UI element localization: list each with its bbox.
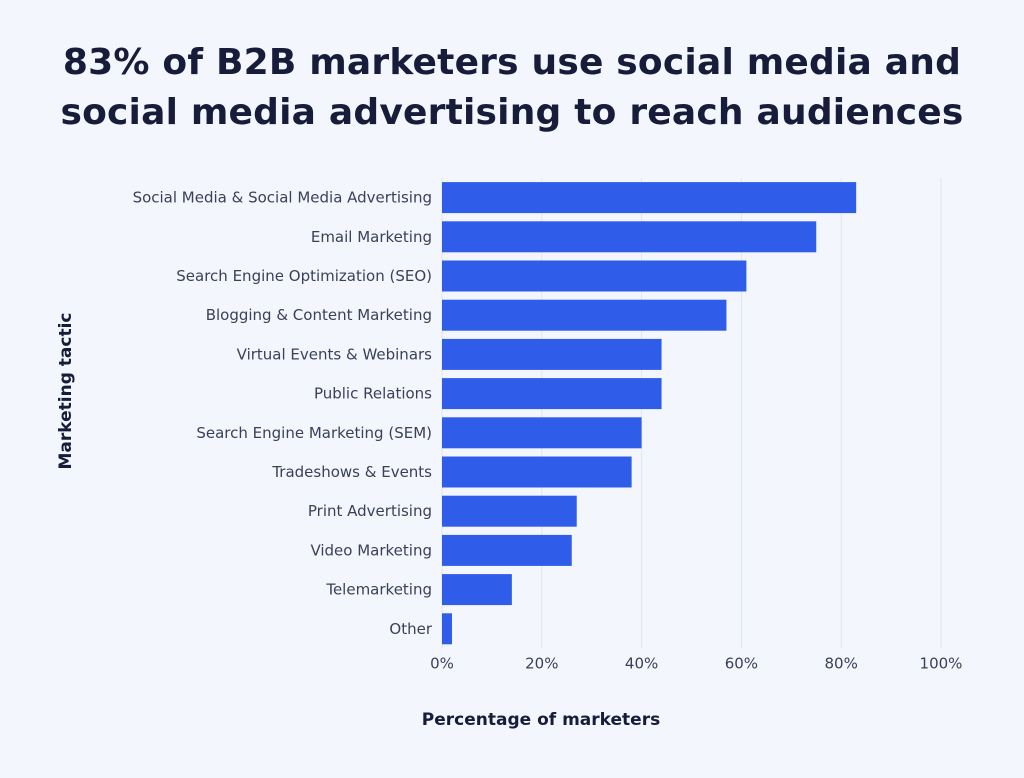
bar — [442, 495, 577, 527]
x-tick-label: 20% — [525, 654, 558, 672]
x-tick-label: 100% — [920, 654, 963, 672]
bar — [442, 456, 632, 488]
x-tick-labels: 0% 20% 40% 60% 80% 100% — [430, 654, 962, 672]
bar — [442, 182, 857, 214]
chart-title: 83% of B2B marketers use social media an… — [0, 38, 1024, 138]
bar — [442, 221, 817, 253]
bar — [442, 338, 662, 370]
category-label: Print Advertising — [308, 502, 432, 520]
category-label: Email Marketing — [311, 228, 432, 246]
category-label: Telemarketing — [325, 581, 432, 599]
x-tick-label: 80% — [825, 654, 858, 672]
category-label: Blogging & Content Marketing — [206, 306, 432, 324]
category-label: Search Engine Marketing (SEM) — [196, 424, 432, 442]
category-label: Public Relations — [314, 385, 432, 403]
grid-lines — [441, 178, 942, 649]
bars — [442, 182, 857, 645]
category-label: Tradeshows & Events — [271, 463, 432, 481]
category-label: Video Marketing — [310, 541, 432, 559]
category-label: Virtual Events & Webinars — [237, 345, 433, 363]
x-tick-label: 40% — [625, 654, 658, 672]
category-label: Other — [389, 620, 432, 638]
bar — [442, 378, 662, 410]
bar — [442, 534, 572, 566]
x-tick-label: 60% — [725, 654, 758, 672]
bar — [442, 260, 747, 292]
category-label: Search Engine Optimization (SEO) — [176, 267, 432, 285]
category-label: Social Media & Social Media Advertising — [133, 189, 432, 207]
x-tick-label: 0% — [430, 654, 454, 672]
bar — [442, 613, 452, 645]
x-axis-label: Percentage of marketers — [421, 710, 661, 730]
chart-title-line-1: 83% of B2B marketers use social media an… — [62, 42, 962, 83]
bar — [442, 299, 727, 331]
chart-title-line-2: social media advertising to reach audien… — [60, 92, 964, 133]
category-labels: Social Media & Social Media Advertising E… — [133, 189, 433, 638]
bar — [442, 417, 642, 449]
bar — [442, 574, 512, 606]
